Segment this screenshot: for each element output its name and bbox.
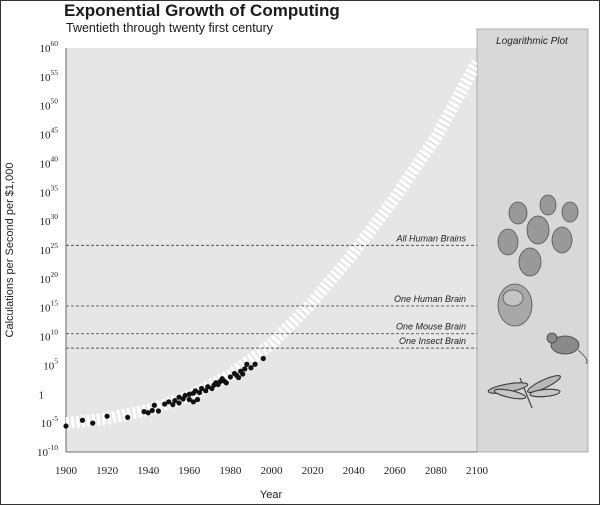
y-tick-label: 1050 [40, 97, 59, 113]
data-point [190, 399, 197, 405]
data-point [227, 374, 233, 380]
data-point [252, 361, 258, 367]
y-tick-label: 1020 [40, 270, 59, 286]
data-point [141, 409, 147, 415]
data-point [176, 394, 182, 400]
x-tick-label: 1940 [137, 465, 160, 477]
data-point [186, 391, 192, 397]
y-tick-label: 10-5 [41, 414, 58, 430]
y-tick-labels: 10-10 10-5 1 105 1010 1015 1020 1025 1030 1035 104… [37, 39, 58, 459]
dragonfly-illustration [487, 374, 562, 409]
data-point [151, 402, 157, 408]
y-tick-label: 1040 [40, 154, 59, 170]
data-point [205, 384, 211, 390]
data-point [192, 388, 199, 394]
data-point [199, 385, 205, 392]
x-tick-labels: 1900 1920 1940 1960 1980 2000 2020 2040 2060 2080… [55, 465, 489, 477]
data-point [145, 410, 151, 416]
data-points [63, 355, 266, 429]
data-point [223, 380, 229, 386]
x-tick-label: 1900 [55, 465, 78, 477]
projection-curve [66, 59, 477, 430]
data-point [186, 396, 192, 403]
data-point [194, 396, 201, 403]
y-tick-label: 105 [43, 356, 58, 372]
human-brain-illustration [497, 283, 533, 327]
y-tick-label: 1025 [40, 241, 59, 257]
x-tick-label: 2100 [466, 465, 489, 477]
x-axis-label: Year [260, 489, 283, 501]
data-point [260, 355, 266, 362]
x-tick-label: 1920 [96, 465, 119, 477]
x-tick-label: 2040 [343, 465, 366, 477]
reference-line-label: One Human Brain [394, 294, 466, 304]
data-point [203, 388, 209, 394]
plot-area [66, 48, 477, 452]
human-heads-illustration [497, 194, 579, 277]
projection-band [66, 59, 477, 430]
data-point [90, 420, 96, 426]
y-tick-label: 1010 [40, 328, 59, 344]
data-point [162, 401, 168, 407]
y-tick-label: 1015 [40, 299, 59, 315]
y-tick-label: 1045 [40, 126, 59, 142]
data-point [125, 414, 131, 420]
data-point [240, 371, 246, 377]
y-tick-label: 10-10 [37, 443, 58, 459]
reference-lines: All Human Brains One Human Brain One Mouse… [66, 233, 477, 349]
y-tick-label: 1055 [40, 68, 59, 84]
panel-title: Logarithmic Plot [496, 36, 569, 47]
reference-line-label: One Mouse Brain [396, 322, 466, 332]
data-point [166, 399, 172, 405]
mouse-illustration [546, 332, 588, 365]
data-point [248, 365, 254, 371]
data-point [244, 361, 250, 367]
y-tick-label: 1030 [40, 212, 59, 228]
x-tick-label: 2080 [425, 465, 448, 477]
data-point [79, 417, 86, 423]
reference-line-label: All Human Brains [395, 233, 466, 243]
x-tick-label: 1980 [219, 465, 242, 477]
x-tick-label: 2000 [261, 465, 284, 477]
chart-subtitle: Twentieth through twenty first century [66, 21, 274, 35]
x-tick-label: 2020 [302, 465, 325, 477]
data-point [170, 402, 176, 408]
data-point [63, 423, 69, 429]
data-point [242, 366, 248, 372]
reference-line-label: One Insect Brain [399, 336, 466, 346]
data-point [172, 398, 178, 404]
y-tick-label: 1060 [40, 39, 59, 55]
data-point [176, 400, 182, 406]
data-point [196, 389, 203, 396]
y-axis-label: Calculations per Second per $1,000 [4, 163, 16, 338]
data-point [104, 413, 110, 419]
data-point [155, 408, 162, 414]
data-point [182, 392, 188, 399]
data-point [149, 407, 155, 414]
y-tick-label: 1 [39, 389, 45, 401]
x-tick-label: 2060 [384, 465, 407, 477]
data-point [236, 374, 242, 381]
y-tick-label: 1035 [40, 183, 59, 199]
x-tick-label: 1960 [178, 465, 201, 477]
chart-title: Exponential Growth of Computing [64, 1, 340, 20]
